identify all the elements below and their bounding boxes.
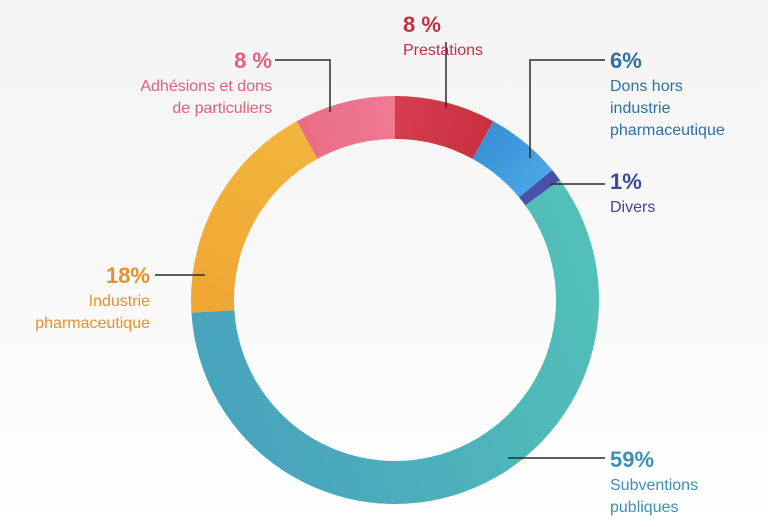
slice-label-dons-hors-line2: industrie [610,100,671,117]
slice-label-divers: Divers [610,199,655,216]
value-label-dons-hors-industrie: 6% [610,48,642,73]
chart-leader-lines [155,42,605,459]
chart-slices [191,96,599,504]
slice-industrie-pharmaceutique [191,121,318,313]
leader-line-adhesions [275,59,331,112]
slice-label-dons-hors-line3: pharmaceutique [610,122,725,139]
slice-dons-hors-industrie-pharmaceutique [472,121,553,198]
slice-label-industrie-line1: Industrie [89,293,150,310]
slice-label-adhesions-line1: Adhésions et dons [140,78,272,95]
slice-subventions-publiques [191,180,599,504]
slice-prestations [395,96,494,159]
value-label-subventions: 59% [610,447,654,472]
slice-label-dons-hors-line1: Dons hors [610,78,683,95]
slice-divers [519,169,561,206]
leader-line-dons-hors [529,59,605,158]
value-label-divers: 1% [610,169,642,194]
slice-label-industrie-line2: pharmaceutique [35,315,150,332]
slice-adh-sions-et-dons-de-particuliers [296,96,395,159]
value-label-industrie: 18% [106,263,150,288]
slice-label-subventions-line1: Subventions [610,477,698,494]
slice-label-prestations: Prestations [403,42,483,59]
slice-label-adhesions-line2: de particuliers [172,100,272,117]
value-label-prestations: 8 % [403,12,441,37]
slice-label-subventions-line2: publiques [610,499,679,516]
value-label-adhesions: 8 % [234,48,272,73]
